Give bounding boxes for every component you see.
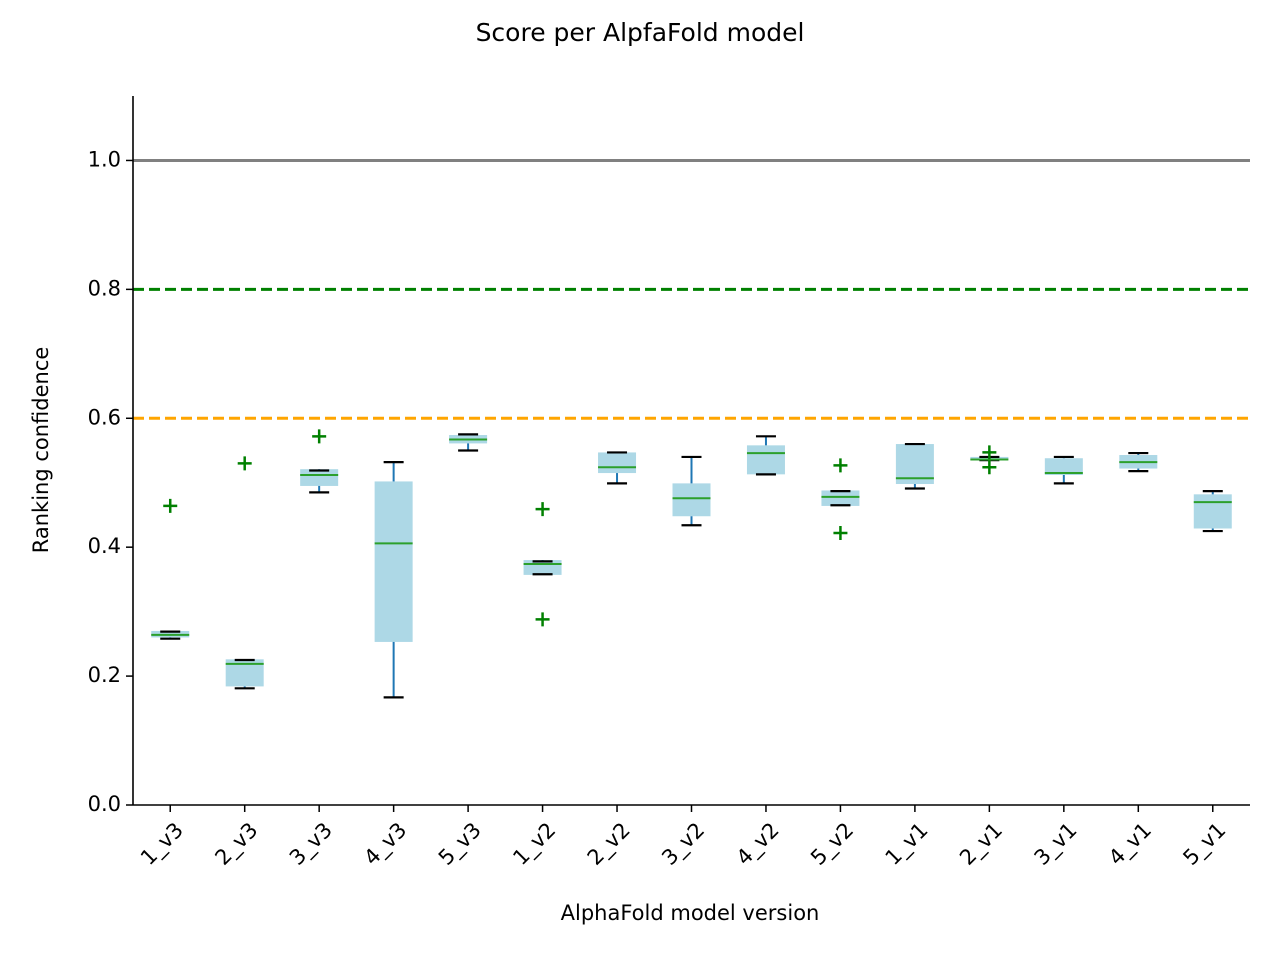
box: [300, 469, 339, 486]
y-tick-label: 0.0: [88, 792, 121, 816]
x-tick-label: 3_v1: [1030, 818, 1083, 871]
x-tick-label: 2_v3: [210, 818, 263, 871]
x-tick-label: 1_v3: [136, 818, 189, 871]
box: [598, 452, 637, 474]
box: [374, 481, 413, 642]
flier: [163, 498, 178, 513]
y-tick-label: 0.2: [88, 663, 121, 687]
y-tick-label: 1.0: [88, 147, 121, 171]
x-tick-label: 1_v1: [881, 818, 934, 871]
flier: [535, 612, 550, 627]
flier: [833, 458, 848, 473]
x-tick-label: 1_v2: [508, 818, 561, 871]
x-tick-label: 2_v1: [955, 818, 1008, 871]
box: [821, 490, 860, 506]
flier: [833, 526, 848, 541]
x-tick-label: 5_v2: [806, 818, 859, 871]
y-tick-label: 0.6: [88, 405, 121, 429]
box: [672, 483, 711, 517]
x-tick-label: 2_v2: [583, 818, 636, 871]
y-axis-label: Ranking confidence: [29, 347, 53, 554]
x-tick-label: 4_v2: [732, 818, 785, 871]
flier: [535, 502, 550, 517]
x-tick-label: 5_v3: [434, 818, 487, 871]
box: [746, 445, 785, 475]
x-tick-label: 4_v1: [1104, 818, 1157, 871]
y-tick-label: 0.4: [88, 534, 121, 558]
chart-title: Score per AlpfaFold model: [476, 18, 805, 47]
flier: [982, 445, 997, 460]
flier: [982, 460, 997, 475]
flier: [312, 429, 327, 444]
y-tick-label: 0.8: [88, 276, 121, 300]
x-axis-label: AlphaFold model version: [561, 901, 820, 925]
flier: [237, 456, 252, 471]
box: [1193, 494, 1232, 529]
box: [1044, 458, 1083, 475]
x-tick-label: 3_v2: [657, 818, 710, 871]
x-tick-label: 5_v1: [1178, 818, 1231, 871]
x-tick-label: 3_v3: [285, 818, 338, 871]
x-tick-label: 4_v3: [359, 818, 412, 871]
